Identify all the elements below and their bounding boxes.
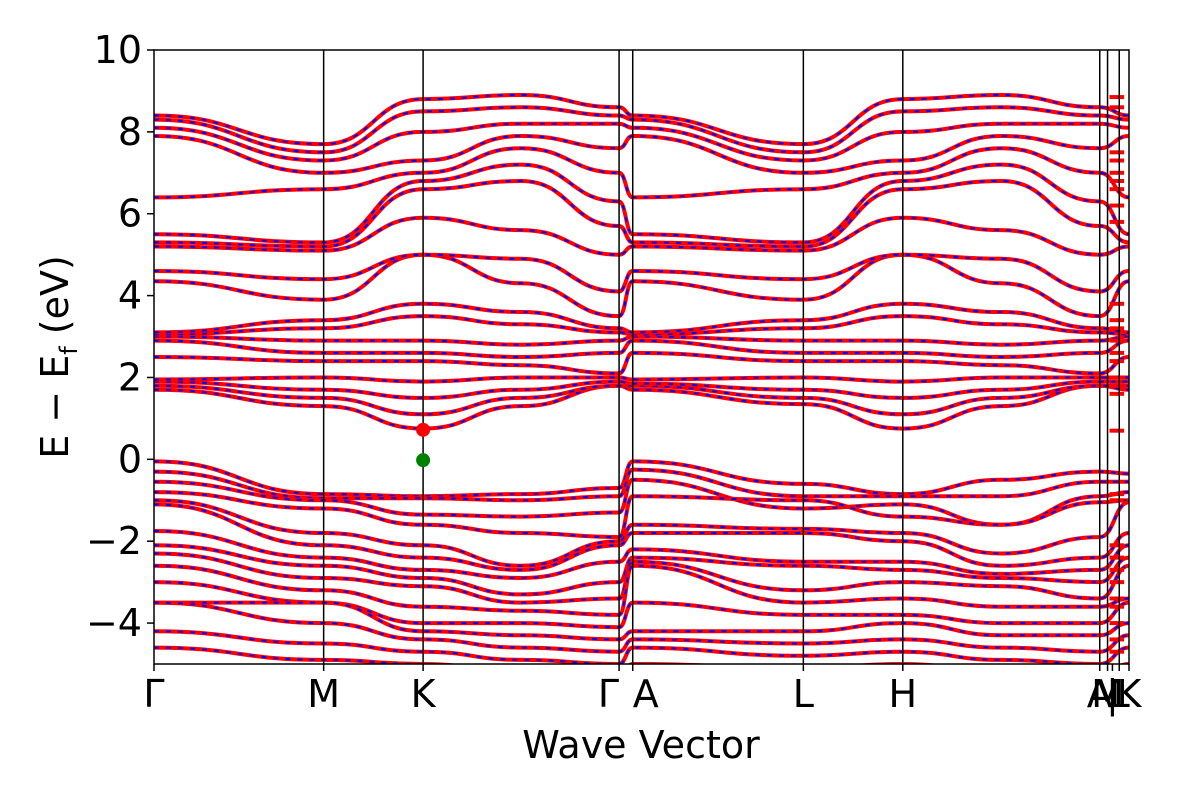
x-tick-label: K [411,672,437,716]
x-tick-label: L [793,672,814,716]
x-axis-title: Wave Vector [522,723,760,767]
bands-layer [154,92,1129,664]
x-tick-label: A [1087,672,1113,716]
x-ticks: Γ M K Γ A L H AM|LK [143,664,1143,717]
x-tick-label: Γ [598,672,619,716]
x-tick-label: M [1091,672,1124,716]
y-axis-title: E − Ef (eV) [33,255,83,459]
band-overlay-v9 [154,552,1129,604]
band-c10 [154,252,1129,319]
band-overlay-v6 [154,503,1129,571]
band-overlay-c1 [154,384,1129,430]
band-overlay-c11 [154,253,1129,293]
band-overlay-c7 [154,335,1129,346]
cbm-marker [416,422,431,437]
y-tick-label: 6 [118,192,142,236]
band-v15 [154,645,1129,664]
y-ticks: −4 −2 0 2 4 6 8 10 [86,28,154,645]
x-tick-label: Γ [143,672,164,716]
y-axis-title-unit: (eV) [33,255,77,346]
y-axis-title-main: E − E [33,355,77,459]
plot-frame [153,49,1130,665]
band-overlay-c10 [154,253,1129,318]
x-tick-label: M [307,672,340,716]
band-overlay-v3 [154,478,1129,526]
y-tick-label: 4 [118,274,142,318]
band-overlay-c5 [154,351,1129,375]
vbm-marker [416,453,431,468]
band-overlay-c17 [154,122,1129,162]
band-overlay-v10 [154,564,1129,616]
y-tick-label: 8 [118,110,142,154]
y-axis-title-subscript: f [55,346,83,355]
band-overlay-v2 [154,468,1129,502]
band-edge-markers [416,422,431,468]
band-v7 [154,529,1129,581]
y-tick-label: −4 [86,601,142,645]
y-tick-label: 2 [118,355,142,399]
y-tick-label: −2 [86,519,142,563]
band-overlay-v7 [154,530,1129,580]
kpoint-lines [322,50,1120,664]
x-tick-label: K [1117,672,1143,716]
x-tick-label: | [1106,672,1119,717]
y-tick-label: 0 [118,437,142,481]
y-tick-label: 10 [94,28,142,72]
x-tick-label: A [633,672,659,716]
band-c12 [154,215,1129,257]
band-overlay-v4 [154,491,1129,539]
band-c11 [154,252,1129,294]
x-tick-label: L [1109,672,1130,716]
x-tick-label: H [889,672,918,716]
band-v3 [154,477,1129,527]
